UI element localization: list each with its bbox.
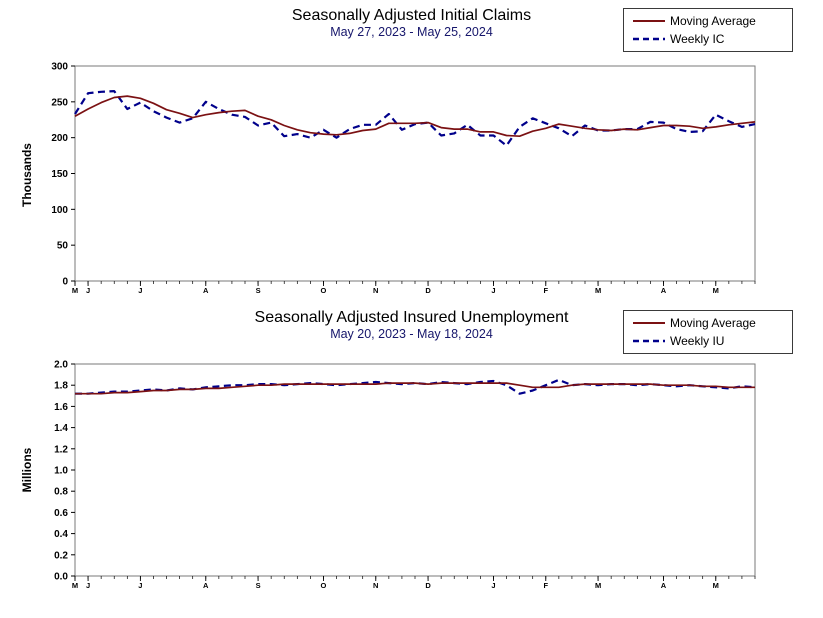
x-tick-label: A [661, 581, 667, 590]
x-tick-label: D [425, 286, 431, 295]
y-tick-label: 2.0 [54, 360, 68, 371]
x-tick-label: J [86, 581, 90, 590]
x-tick-label: F [543, 581, 548, 590]
moving-average-line-swatch [633, 322, 665, 324]
y-tick-label: 50 [57, 241, 69, 252]
chart-subtitle: May 20, 2023 - May 18, 2024 [330, 327, 493, 341]
x-tick-label: J [86, 286, 90, 295]
insured-unemployment-chart: Seasonally Adjusted Insured Unemployment… [0, 308, 823, 614]
x-tick-label: F [543, 286, 548, 295]
y-tick-label: 1.2 [54, 444, 68, 455]
legend-item-weekly-iu: Weekly IU [630, 332, 786, 350]
x-tick-label: N [373, 286, 378, 295]
moving-average-line-swatch [633, 20, 665, 22]
chart-title: Seasonally Adjusted Initial Claims [291, 7, 532, 24]
y-tick-label: 250 [51, 97, 68, 108]
y-tick-label: 1.8 [54, 381, 68, 392]
x-tick-label: D [425, 581, 431, 590]
y-tick-label: 1.6 [54, 402, 68, 413]
x-tick-label: A [203, 581, 209, 590]
legend: Moving Average Weekly IU [623, 310, 793, 354]
y-tick-label: 0.4 [54, 529, 68, 540]
chart-title: Seasonally Adjusted Insured Unemployment [254, 309, 569, 326]
initial-claims-chart: Seasonally Adjusted Initial Claims May 2… [0, 6, 823, 306]
x-tick-label: A [203, 286, 209, 295]
x-tick-label: O [321, 581, 327, 590]
y-tick-label: 0.2 [54, 550, 68, 561]
chart-subtitle: May 27, 2023 - May 25, 2024 [330, 25, 493, 39]
y-tick-label: 100 [51, 205, 68, 216]
insured-unemployment-plot: 0.00.20.40.60.81.01.21.41.61.82.0M J J A S O N… [54, 360, 756, 590]
legend-label: Moving Average [670, 14, 756, 28]
y-tick-label: 300 [51, 62, 68, 73]
line-weekly-iu [75, 378, 756, 395]
x-tick-label: M [595, 581, 601, 590]
x-tick-label: J [491, 581, 495, 590]
x-tick-label: J [491, 286, 495, 295]
x-tick-label: J [138, 581, 142, 590]
y-tick-label: 1.0 [54, 466, 68, 477]
x-tick-label: O [321, 286, 327, 295]
x-tick-label: A [661, 286, 667, 295]
y-tick-label: 0.0 [54, 572, 68, 583]
legend-item-weekly-ic: Weekly IC [630, 30, 786, 48]
weekly-iu-line-swatch [633, 339, 665, 343]
plot-area [74, 363, 756, 577]
x-tick-label: N [373, 581, 378, 590]
y-tick-label: 1.4 [54, 423, 68, 434]
weekly-ic-line-swatch [633, 37, 665, 41]
y-tick-label: 0.6 [54, 508, 68, 519]
x-tick-label: M [713, 581, 719, 590]
y-tick-label: 200 [51, 133, 68, 144]
legend-label: Weekly IC [670, 32, 725, 46]
x-tick-label: J [138, 286, 142, 295]
y-tick-label: 150 [51, 169, 68, 180]
line-moving-average [74, 95, 756, 138]
y-tick-label: 0 [62, 277, 68, 288]
line-moving-average [75, 382, 755, 395]
line-weekly-ic [74, 90, 756, 147]
legend-item-moving-average: Moving Average [630, 314, 786, 332]
x-tick-label: M [713, 286, 719, 295]
x-tick-label: M [72, 581, 78, 590]
x-tick-label: M [72, 286, 78, 295]
x-tick-label: S [256, 581, 261, 590]
legend-label: Weekly IU [670, 334, 725, 348]
plot-area [74, 65, 756, 282]
legend-item-moving-average: Moving Average [630, 12, 786, 30]
x-tick-label: S [256, 286, 261, 295]
x-tick-label: M [595, 286, 601, 295]
legend-label: Moving Average [670, 316, 756, 330]
y-tick-label: 0.8 [54, 487, 68, 498]
legend: Moving Average Weekly IC [623, 8, 793, 52]
